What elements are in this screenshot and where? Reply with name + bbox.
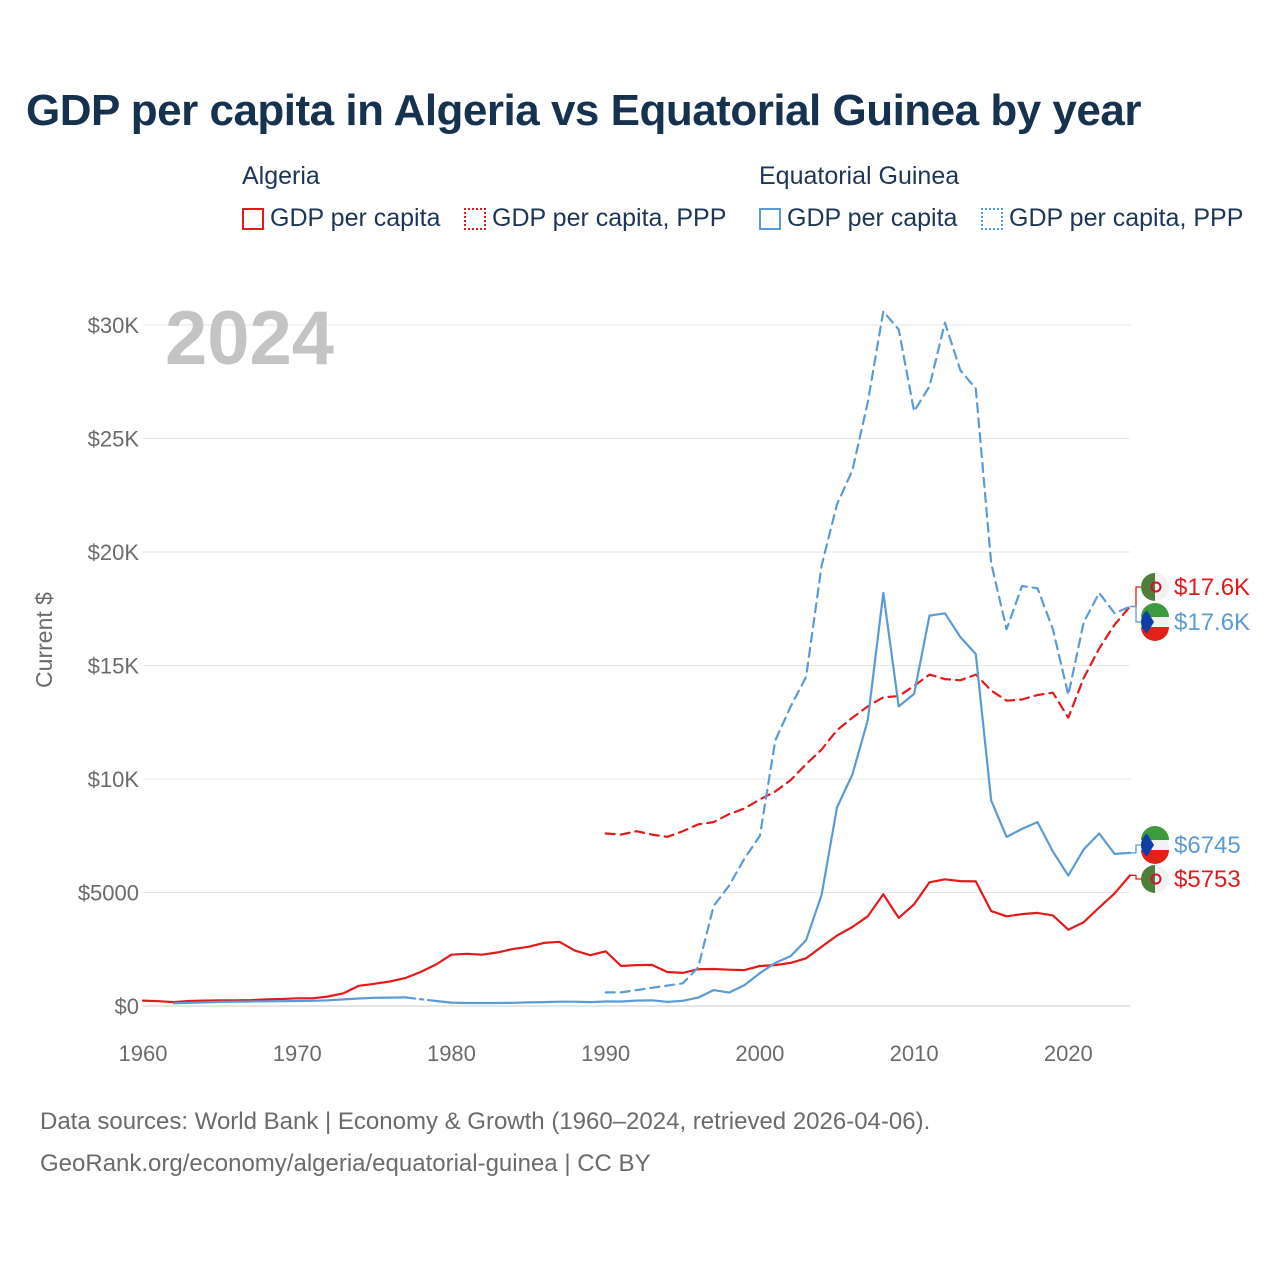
series-line-eq_guinea-solid — [434, 591, 1132, 1005]
end-label-connector — [1130, 874, 1142, 880]
legend-item-eq-guinea-ppp[interactable]: GDP per capita, PPP — [981, 204, 1243, 233]
eq-guinea-flag-blue-triangle — [1141, 833, 1154, 857]
x-tick-label: 2010 — [890, 1041, 939, 1066]
year-label: 2024 — [165, 296, 334, 381]
chart-title: GDP per capita in Algeria vs Equatorial … — [26, 86, 1141, 135]
legend-group-algeria: Algeria — [242, 162, 320, 190]
legend-swatch-dotted-red — [464, 207, 486, 230]
legend-swatch-dotted-blue — [981, 207, 1003, 230]
legend-label: GDP per capita — [787, 204, 958, 232]
legend-swatch-solid-blue — [759, 207, 781, 230]
series-line-eq_guinea-dashed — [604, 310, 1132, 994]
legend-label: GDP per capita, PPP — [492, 204, 727, 232]
series-line-algeria-solid — [141, 874, 1132, 1004]
footer-url[interactable]: GeoRank.org/economy/algeria/equatorial-g… — [40, 1150, 651, 1177]
y-tick-label: $20K — [88, 540, 140, 565]
legend-item-algeria-gdp[interactable]: GDP per capita — [242, 204, 440, 233]
series-line-eq_guinea-dashdot — [404, 996, 438, 1003]
footer-sources: Data sources: World Bank | Economy & Gro… — [40, 1108, 931, 1135]
x-tick-label: 1970 — [273, 1041, 322, 1066]
end-label-connector — [1130, 605, 1142, 623]
end-value-label-eq_guinea_ppp: $17.6K — [1174, 609, 1250, 636]
y-tick-label: $0 — [115, 994, 139, 1019]
y-tick-label: $10K — [88, 767, 140, 792]
legend-swatch-solid-red — [242, 207, 264, 230]
x-tick-label: 1980 — [427, 1041, 476, 1066]
legend-label: GDP per capita — [270, 204, 441, 232]
algeria-flag-crescent — [1150, 581, 1162, 593]
end-value-label-algeria_ppp: $17.6K — [1174, 574, 1250, 601]
x-tick-label: 2020 — [1044, 1041, 1093, 1066]
end-label-connector — [1130, 586, 1142, 608]
legend-group-eq-guinea: Equatorial Guinea — [759, 162, 960, 190]
end-value-label-algeria_gdp: $5753 — [1174, 866, 1241, 893]
end-label-connector — [1130, 844, 1142, 854]
legend-item-algeria-ppp[interactable]: GDP per capita, PPP — [464, 204, 726, 233]
end-value-label-eq_guinea_gdp: $6745 — [1174, 832, 1241, 859]
x-tick-label: 2000 — [735, 1041, 784, 1066]
algeria-flag-green-half — [1141, 573, 1155, 601]
y-tick-label: $15K — [88, 654, 140, 679]
legend-item-eq-guinea-gdp[interactable]: GDP per capita — [759, 204, 957, 233]
legend-label: GDP per capita, PPP — [1009, 204, 1244, 232]
y-axis-title: Current $ — [31, 592, 57, 688]
y-tick-label: $25K — [88, 427, 140, 452]
y-tick-label: $30K — [88, 313, 140, 338]
series-line-algeria-dashed — [604, 605, 1132, 839]
eq-guinea-flag-blue-triangle — [1141, 610, 1154, 634]
y-tick-label: $5000 — [78, 881, 139, 906]
series-line-eq_guinea-solid — [172, 996, 407, 1005]
x-tick-label: 1990 — [581, 1041, 630, 1066]
x-tick-label: 1960 — [119, 1041, 168, 1066]
algeria-flag-green-half — [1141, 865, 1155, 893]
algeria-flag-crescent — [1150, 873, 1162, 885]
